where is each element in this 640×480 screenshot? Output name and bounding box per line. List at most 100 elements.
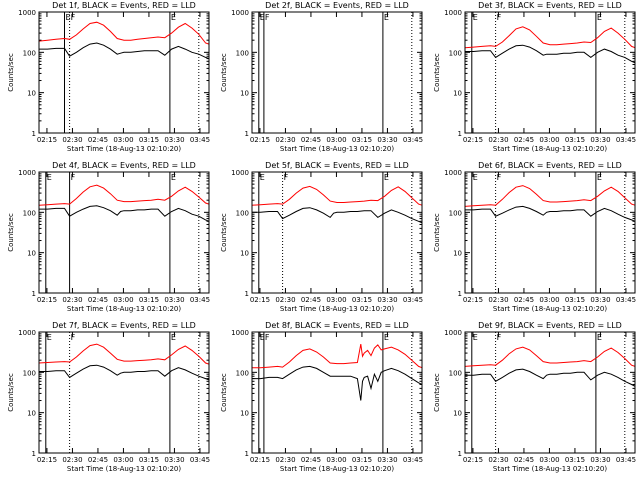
y-tick-label: 10 xyxy=(240,90,249,98)
events-series-line xyxy=(252,207,423,224)
lld-series-line xyxy=(464,26,636,49)
plot-frame xyxy=(38,11,210,134)
events-series-line xyxy=(39,42,210,60)
lld-series-line xyxy=(38,343,210,365)
x-tick-label: 02:45 xyxy=(301,136,321,144)
x-tick-label: 03:30 xyxy=(377,136,397,144)
marker-label: E xyxy=(171,173,176,182)
y-tick-label: 1000 xyxy=(18,169,36,177)
x-axis-label: Start Time (18-Aug-13 02:10:20) xyxy=(280,465,394,473)
x-tick-label: 03:45 xyxy=(616,296,636,304)
x-tick-label: 03:45 xyxy=(190,136,210,144)
marker-label: F xyxy=(497,173,502,182)
x-tick-label: 03:30 xyxy=(164,136,184,144)
x-tick-label: 02:45 xyxy=(88,136,108,144)
lld-series-line xyxy=(251,185,423,206)
chart-title: Det 3f, BLACK = Events, RED = LLD xyxy=(478,1,622,10)
marker-label: E xyxy=(473,333,478,342)
lld-series-line xyxy=(464,346,636,367)
marker-label: F xyxy=(497,13,502,22)
marker-label: E xyxy=(66,13,71,22)
x-tick-label: 03:00 xyxy=(539,136,559,144)
x-tick-label: 02:30 xyxy=(488,296,508,304)
y-tick-label: 1000 xyxy=(231,169,249,177)
y-tick-label: 100 xyxy=(449,209,462,217)
x-tick-label: 03:30 xyxy=(377,296,397,304)
plot-frame xyxy=(464,171,636,294)
y-axis-label: Counts/sec xyxy=(220,373,228,412)
x-tick-label: 02:45 xyxy=(514,296,534,304)
x-tick-label: 03:45 xyxy=(616,136,636,144)
marker-label: F xyxy=(71,13,76,22)
x-tick-label: 02:15 xyxy=(250,296,270,304)
x-tick-label: 03:00 xyxy=(326,456,346,464)
chart-title: Det 7f, BLACK = Events, RED = LLD xyxy=(52,321,196,330)
x-tick-label: 03:45 xyxy=(403,136,423,144)
x-tick-label: 02:45 xyxy=(514,456,534,464)
chart-title: Det 4f, BLACK = Events, RED = LLD xyxy=(52,161,196,170)
lld-series-line xyxy=(464,185,636,207)
marker-label: E xyxy=(260,333,265,342)
x-tick-label: 03:15 xyxy=(565,136,585,144)
x-tick-label: 03:45 xyxy=(403,456,423,464)
y-axis-label: Counts/sec xyxy=(7,213,15,252)
x-axis-label: Start Time (18-Aug-13 02:10:20) xyxy=(280,305,394,313)
y-tick-label: 100 xyxy=(23,49,36,57)
x-tick-label: 02:15 xyxy=(250,136,270,144)
x-tick-label: 03:30 xyxy=(590,456,610,464)
marker-label: E xyxy=(384,13,389,22)
marker-label: F xyxy=(71,173,76,182)
y-axis-label: Counts/sec xyxy=(433,373,441,412)
y-axis-label: Counts/sec xyxy=(433,213,441,252)
x-tick-label: 03:00 xyxy=(113,136,133,144)
marker-label: E xyxy=(171,13,176,22)
x-axis-label: Start Time (18-Aug-13 02:10:20) xyxy=(280,145,394,153)
plot-frame xyxy=(464,331,636,454)
y-tick-label: 1 xyxy=(458,290,462,298)
y-tick-label: 10 xyxy=(453,250,462,258)
marker-label: E xyxy=(473,173,478,182)
y-axis-label: Counts/sec xyxy=(433,53,441,92)
marker-label: E xyxy=(47,333,52,342)
x-tick-label: 03:15 xyxy=(139,136,159,144)
y-tick-label: 1 xyxy=(32,450,36,458)
marker-label: E xyxy=(597,173,602,182)
x-axis-label: Start Time (18-Aug-13 02:10:20) xyxy=(67,465,181,473)
y-tick-label: 1 xyxy=(245,450,249,458)
x-tick-label: 02:30 xyxy=(488,456,508,464)
y-tick-label: 1000 xyxy=(18,329,36,337)
chart-title: Det 5f, BLACK = Events, RED = LLD xyxy=(265,161,409,170)
y-tick-label: 1 xyxy=(32,130,36,138)
chart-title: Det 1f, BLACK = Events, RED = LLD xyxy=(52,1,196,10)
x-tick-label: 02:45 xyxy=(88,456,108,464)
marker-label: E xyxy=(384,173,389,182)
x-tick-label: 02:45 xyxy=(514,136,534,144)
marker-label: E xyxy=(47,173,52,182)
y-tick-label: 10 xyxy=(27,250,36,258)
y-tick-label: 1000 xyxy=(444,169,462,177)
marker-label: F xyxy=(265,333,270,342)
x-tick-label: 03:45 xyxy=(190,296,210,304)
y-tick-label: 1 xyxy=(245,290,249,298)
y-tick-label: 1 xyxy=(245,130,249,138)
x-tick-label: 03:15 xyxy=(565,296,585,304)
x-tick-label: 03:15 xyxy=(139,296,159,304)
y-axis-label: Counts/sec xyxy=(7,53,15,92)
chart-title: Det 2f, BLACK = Events, RED = LLD xyxy=(265,1,409,10)
x-axis-label: Start Time (18-Aug-13 02:10:20) xyxy=(67,305,181,313)
x-tick-label: 03:30 xyxy=(164,456,184,464)
y-tick-label: 100 xyxy=(23,369,36,377)
y-tick-label: 100 xyxy=(236,209,249,217)
chart-title: Det 6f, BLACK = Events, RED = LLD xyxy=(478,161,622,170)
x-axis-label: Start Time (18-Aug-13 02:10:20) xyxy=(67,145,181,153)
y-axis-label: Counts/sec xyxy=(220,53,228,92)
x-tick-label: 03:30 xyxy=(377,456,397,464)
y-tick-label: 10 xyxy=(240,250,249,258)
chart-title: Det 8f, BLACK = Events, RED = LLD xyxy=(265,321,409,330)
y-tick-label: 1 xyxy=(458,450,462,458)
